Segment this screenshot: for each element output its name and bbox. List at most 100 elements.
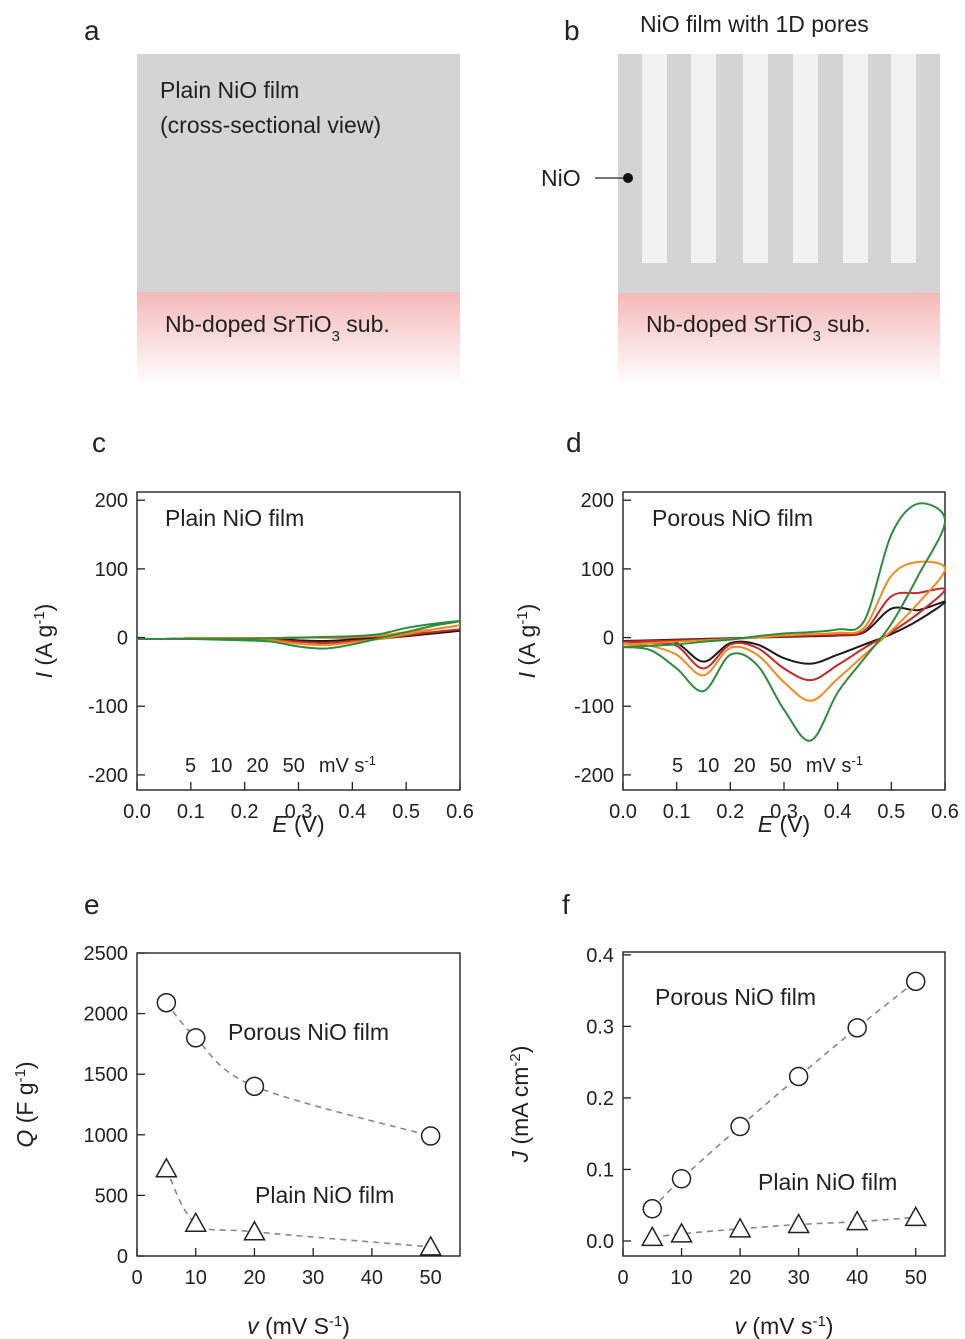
y-tick-label: 0: [117, 1246, 128, 1268]
legend-entry: 50: [770, 755, 792, 777]
x-tick-label: 30: [788, 1267, 810, 1289]
y-tick-label: 200: [95, 490, 128, 512]
substrate-label: Nb-doped SrTiO3 sub.: [646, 311, 871, 345]
data-point: [419, 1235, 442, 1256]
x-tick-label: 50: [420, 1267, 442, 1289]
text-part: Nb-doped SrTiO: [646, 311, 813, 337]
text-part: I: [514, 671, 540, 678]
x-tick-label: 0.4: [824, 801, 852, 823]
x-axis-label: v (mV s-1): [735, 1313, 834, 1339]
text-part: (mA cm: [507, 1067, 533, 1151]
text-part: (mV S: [259, 1313, 329, 1339]
text-part: (A g: [514, 625, 540, 672]
film-label: Plain NiO film: [160, 77, 299, 103]
text-part: -1: [31, 611, 48, 624]
panel-letter: a: [84, 15, 100, 46]
data-point: [845, 1210, 869, 1231]
x-tick-label: 10: [185, 1267, 207, 1289]
text-part: -1: [851, 753, 863, 768]
plot-frame: [136, 952, 461, 1257]
data-point: [728, 1217, 752, 1238]
data-point: [787, 1212, 810, 1234]
text-part: I: [31, 671, 57, 678]
text-part: ): [826, 1313, 834, 1339]
data-point: [670, 1222, 693, 1243]
x-axis-label: E (V): [758, 811, 810, 837]
text-part: ): [31, 604, 57, 612]
text-part: 3: [813, 328, 821, 345]
y-tick-label: 0.3: [586, 1016, 614, 1038]
x-tick-label: 10: [670, 1267, 692, 1289]
y-tick-label: 2000: [84, 1004, 129, 1026]
legend-entry: 5: [185, 755, 196, 777]
series-label: Porous NiO film: [228, 1019, 389, 1045]
x-tick-label: 0.5: [877, 801, 905, 823]
cv-curve: [137, 620, 462, 650]
text-part: (F g: [12, 1082, 38, 1129]
data-point: [730, 1116, 750, 1137]
text-part: -1: [812, 1313, 825, 1330]
legend-entry: 20: [246, 755, 268, 777]
legend-unit: mV s-1: [806, 753, 863, 778]
legend-entry: 10: [210, 755, 232, 777]
x-tick-label: 20: [729, 1267, 751, 1289]
y-axis-label: J (mA cm-2): [507, 1046, 534, 1164]
x-tick-label: 0.0: [609, 801, 637, 823]
substrate: [618, 293, 940, 386]
text-part: v: [735, 1313, 748, 1339]
x-tick-label: 0.1: [663, 801, 691, 823]
x-tick-label: 0.1: [177, 801, 205, 823]
text-part: E: [272, 811, 288, 837]
y-tick-label: 0.0: [586, 1231, 614, 1253]
y-tick-label: 0.1: [586, 1159, 614, 1181]
data-point: [788, 1066, 809, 1087]
y-axis-label: Q (F g-1): [12, 1061, 39, 1147]
y-tick-label: 100: [581, 559, 614, 581]
panel-letter: b: [564, 15, 580, 46]
y-tick-label: 100: [95, 559, 128, 581]
x-tick-label: 0: [617, 1267, 628, 1289]
plot-title: Plain NiO film: [165, 505, 304, 531]
data-point: [642, 1199, 663, 1219]
fit-line: [652, 1216, 916, 1239]
legend-unit: mV s-1: [319, 753, 376, 778]
fit-line: [165, 1002, 431, 1137]
diagram-title: NiO film with 1D pores: [640, 11, 869, 37]
x-tick-label: 40: [361, 1267, 383, 1289]
text-part: -1: [514, 611, 531, 624]
x-tick-label: 20: [243, 1267, 265, 1289]
data-point: [244, 1076, 265, 1097]
y-tick-label: -100: [574, 696, 614, 718]
text-part: Nb-doped SrTiO: [165, 311, 332, 337]
y-tick-label: 2500: [84, 943, 129, 965]
text-part: ): [342, 1313, 350, 1339]
x-tick-label: 50: [905, 1267, 927, 1289]
legend-entry: 5: [672, 755, 683, 777]
y-tick-label: 0: [117, 628, 128, 650]
x-tick-label: 40: [846, 1267, 868, 1289]
y-axis-label: I (A g-1): [514, 604, 541, 679]
y-tick-label: -200: [88, 765, 128, 787]
legend-entry: 20: [733, 755, 755, 777]
text-part: (V): [288, 811, 325, 837]
text-part: -1: [12, 1069, 29, 1082]
text-part: (mV s: [746, 1313, 812, 1339]
text-part: J: [507, 1150, 533, 1163]
y-tick-label: 1500: [84, 1064, 129, 1086]
data-point: [156, 992, 177, 1013]
text-part: 3: [332, 328, 340, 345]
text-part: ): [507, 1046, 533, 1054]
substrate-label: Nb-doped SrTiO3 sub.: [165, 311, 390, 345]
data-point: [847, 1018, 867, 1038]
text-part: sub.: [821, 311, 871, 337]
data-point: [243, 1220, 266, 1241]
legend-entry: 10: [697, 755, 719, 777]
text-part: E: [758, 811, 774, 837]
data-point: [904, 1205, 928, 1227]
data-point: [420, 1126, 441, 1146]
panel-letter: c: [92, 427, 106, 458]
panel-letter: f: [562, 889, 570, 920]
plot-title: Porous NiO film: [652, 505, 813, 531]
text-part: -2: [507, 1053, 524, 1066]
panel-letter: e: [84, 889, 100, 920]
